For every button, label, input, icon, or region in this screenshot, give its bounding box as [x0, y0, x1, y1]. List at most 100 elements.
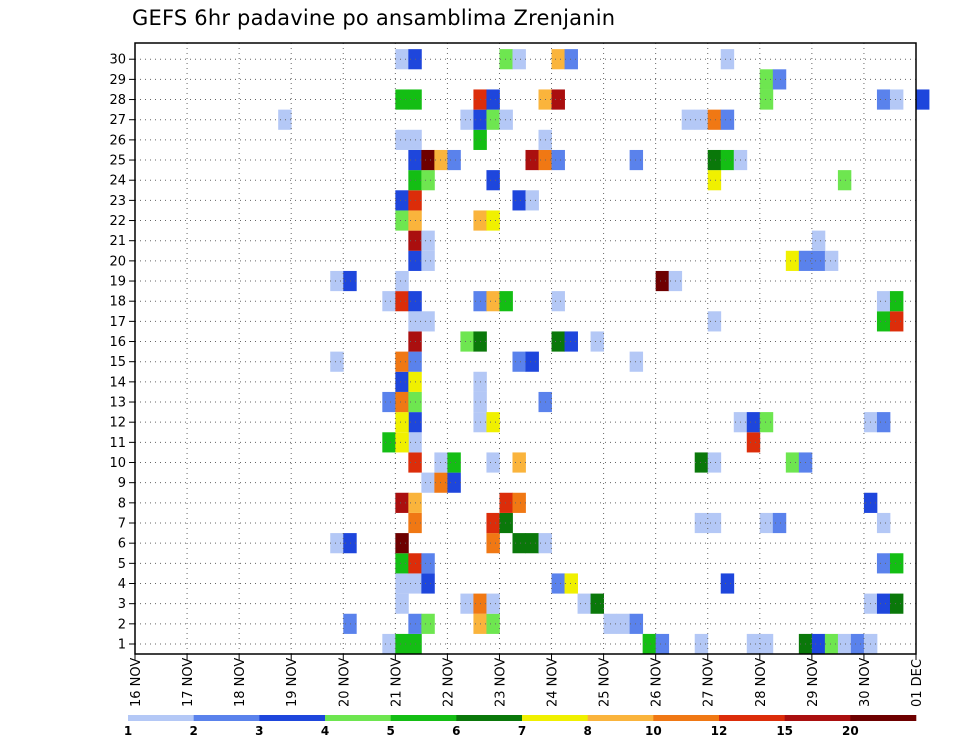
- heatmap-cell: [512, 492, 526, 513]
- heatmap-cell: [707, 452, 722, 473]
- heatmap-cell: [564, 49, 578, 70]
- heatmap-cell: [655, 270, 670, 292]
- heatmap-cell: [889, 89, 904, 110]
- colorbar-swatch: [325, 715, 391, 721]
- heatmap-cell: [330, 270, 344, 292]
- heatmap-cell: [486, 109, 500, 130]
- heatmap-cell: [512, 190, 526, 211]
- x-tick-label: 30 NOV: [858, 658, 873, 707]
- heatmap-cell: [460, 331, 474, 352]
- heatmap-cell: [746, 412, 761, 433]
- y-tick-label: 26: [109, 133, 126, 148]
- heatmap-cell: [811, 633, 826, 654]
- heatmap-cell: [746, 432, 761, 453]
- heatmap-cell: [551, 331, 565, 352]
- x-tick-label: 24 NOV: [546, 658, 561, 707]
- heatmap-cell: [707, 149, 722, 171]
- heatmap-cell: [629, 613, 644, 634]
- heatmap-cell: [395, 593, 409, 614]
- heatmap-cell: [486, 512, 500, 534]
- heatmap-cell: [486, 593, 500, 614]
- x-tick-label: 27 NOV: [702, 658, 717, 707]
- heatmap-cell: [694, 512, 709, 534]
- colorbar-swatch: [259, 715, 326, 721]
- heatmap-cell: [421, 553, 435, 574]
- heatmap-cell: [525, 149, 539, 171]
- heatmap-cell: [486, 291, 500, 312]
- heatmap-cell: [343, 613, 357, 634]
- heatmap-cell: [395, 412, 409, 433]
- colorbar-label: 20: [842, 724, 859, 738]
- heatmap-cell: [278, 109, 292, 130]
- x-tick-label: 17 NOV: [181, 658, 196, 707]
- heatmap-cell: [512, 351, 526, 372]
- y-tick-label: 19: [109, 275, 126, 290]
- heatmap-cell: [916, 89, 930, 110]
- x-tick-label: 21 NOV: [389, 658, 404, 707]
- heatmap-cell: [551, 49, 565, 70]
- heatmap-cell: [486, 89, 500, 110]
- heatmap-cell: [395, 492, 409, 513]
- heatmap-cell: [525, 533, 539, 554]
- heatmap-cell: [707, 512, 722, 534]
- heatmap-cell: [707, 170, 722, 191]
- heatmap-cell: [421, 149, 435, 171]
- colorbar-label: 6: [452, 724, 460, 738]
- heatmap-cell: [421, 613, 435, 634]
- y-tick-label: 7: [118, 517, 126, 532]
- heatmap-cell: [395, 210, 409, 231]
- y-tick-label: 12: [109, 416, 126, 431]
- y-tick-label: 10: [109, 456, 126, 471]
- heatmap-cell: [889, 553, 904, 574]
- heatmap-cell: [395, 391, 409, 413]
- colorbar-swatch: [719, 715, 785, 721]
- heatmap-cell: [811, 230, 826, 251]
- heatmap-cell: [525, 351, 539, 372]
- heatmap-cell: [551, 573, 565, 594]
- heatmap-cell: [512, 533, 526, 554]
- heatmap-cell: [590, 331, 604, 352]
- colorbar-swatch: [522, 715, 588, 721]
- heatmap-cell: [382, 391, 396, 413]
- heatmap-cell: [343, 270, 357, 292]
- heatmap-cell: [551, 89, 565, 110]
- heatmap-cell: [395, 270, 409, 292]
- heatmap-cell: [499, 49, 513, 70]
- y-tick-label: 2: [118, 617, 126, 632]
- heatmap-cell: [785, 452, 800, 473]
- x-tick-label: 19 NOV: [285, 658, 300, 707]
- heatmap-cell: [434, 452, 448, 473]
- heatmap-cell: [499, 291, 513, 312]
- x-tick-label: 26 NOV: [650, 658, 665, 707]
- heatmap-cell: [629, 149, 644, 171]
- x-tick-label: 20 NOV: [337, 658, 352, 707]
- y-tick-label: 27: [109, 113, 126, 128]
- y-tick-label: 3: [118, 597, 126, 612]
- heatmap-cell: [460, 593, 474, 614]
- y-tick-label: 23: [109, 194, 126, 209]
- y-tick-label: 16: [109, 335, 126, 350]
- heatmap-cell: [395, 371, 409, 392]
- heatmap-cell: [785, 250, 800, 271]
- heatmap-cell: [382, 291, 396, 312]
- y-tick-label: 17: [109, 315, 126, 330]
- heatmap-cell: [395, 573, 409, 594]
- heatmap-cell: [824, 633, 839, 654]
- x-tick-label: 29 NOV: [806, 658, 821, 707]
- heatmap-cell: [330, 533, 344, 554]
- colorbar-label: 1: [124, 724, 132, 738]
- y-tick-label: 9: [118, 476, 126, 491]
- heatmap-cell: [564, 573, 578, 594]
- x-tick-label: 25 NOV: [598, 658, 613, 707]
- heatmap-cell: [629, 351, 644, 372]
- x-tick-label: 01 DEC: [910, 659, 925, 707]
- heatmap-cell: [876, 89, 891, 110]
- colorbar-label: 4: [321, 724, 329, 738]
- heatmap-cell: [811, 250, 826, 271]
- heatmap-cell: [421, 311, 435, 332]
- y-tick-label: 18: [109, 295, 126, 310]
- y-tick-label: 15: [109, 355, 126, 370]
- heatmap-cell: [486, 170, 500, 191]
- heatmap-cell: [447, 452, 461, 473]
